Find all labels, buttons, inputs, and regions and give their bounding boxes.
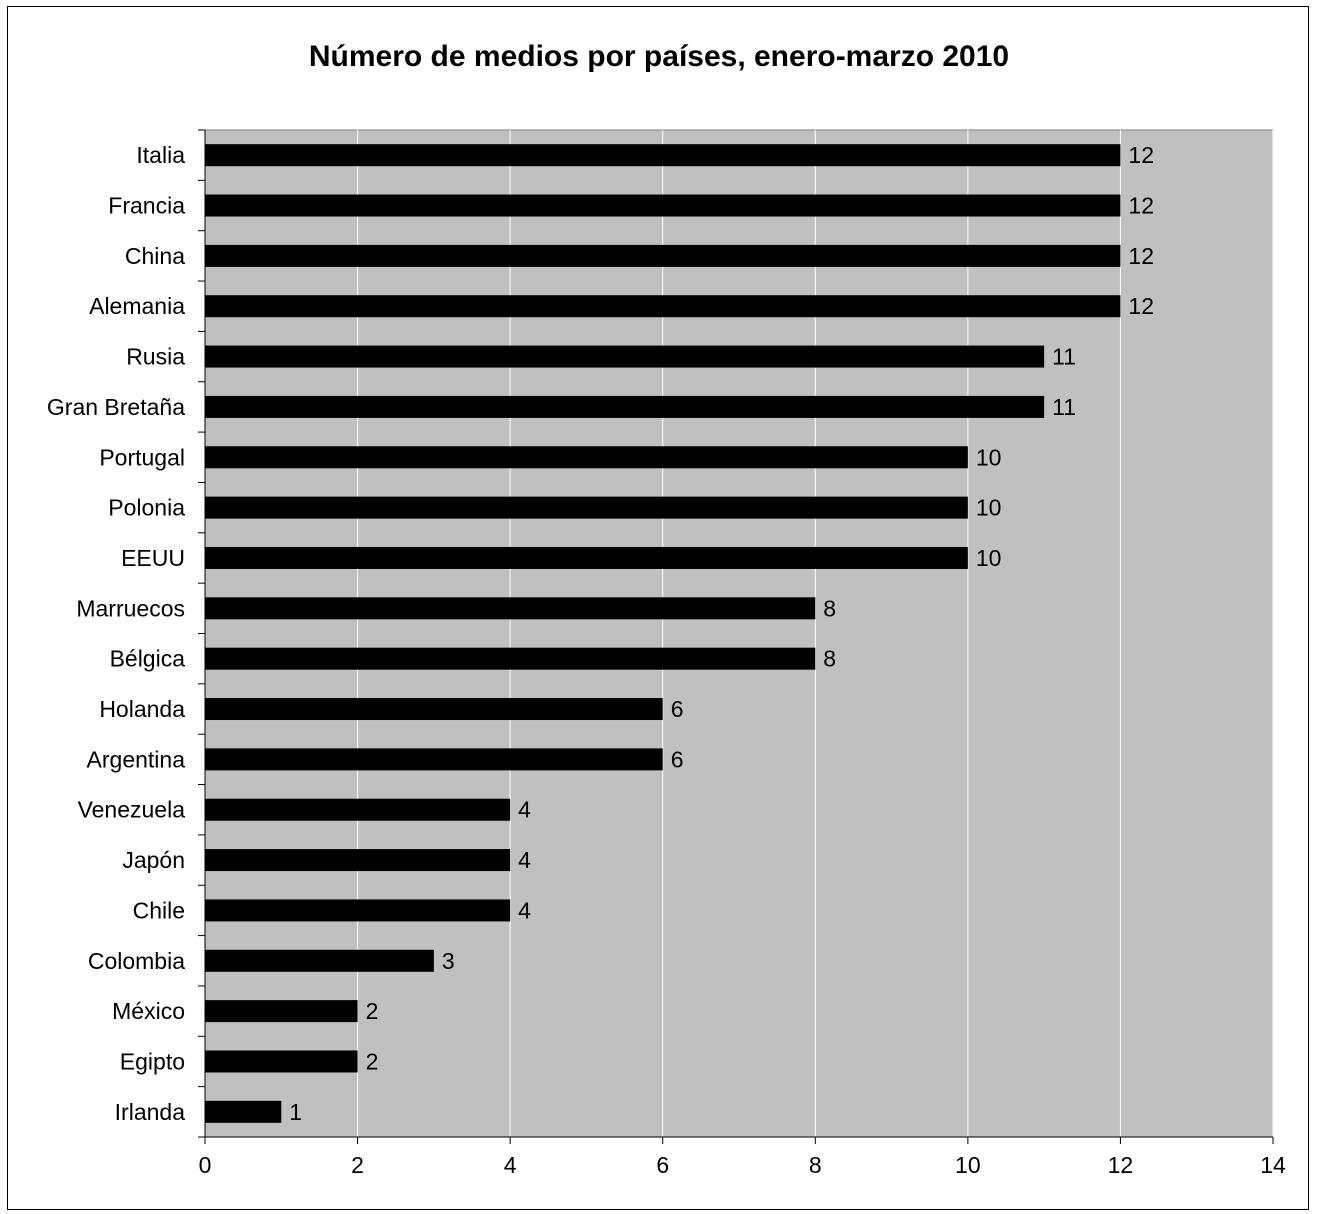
x-tick-label: 2 xyxy=(351,1152,364,1178)
bar xyxy=(205,295,1121,318)
bar xyxy=(205,546,968,569)
bar xyxy=(205,849,511,872)
x-tick-label: 0 xyxy=(199,1152,212,1178)
bar xyxy=(205,1050,358,1073)
category-label: Bélgica xyxy=(110,646,186,672)
category-label: Marruecos xyxy=(76,595,185,621)
category-label: Irlanda xyxy=(115,1099,186,1125)
plot-area xyxy=(204,129,1274,1138)
bar xyxy=(205,446,968,469)
bar xyxy=(205,395,1045,418)
x-tick-label: 4 xyxy=(504,1152,517,1178)
data-label: 12 xyxy=(1128,142,1154,168)
data-label: 4 xyxy=(518,847,531,873)
category-label: EEUU xyxy=(121,545,185,571)
data-label: 6 xyxy=(671,696,684,722)
bar xyxy=(205,798,511,821)
category-label: China xyxy=(125,243,185,269)
category-label: Japón xyxy=(122,847,185,873)
data-label: 1 xyxy=(289,1099,302,1125)
data-label: 3 xyxy=(442,948,455,974)
data-label: 4 xyxy=(518,797,531,823)
category-label: Francia xyxy=(108,193,185,219)
data-label: 12 xyxy=(1128,193,1154,219)
data-label: 2 xyxy=(366,998,379,1024)
data-label: 6 xyxy=(671,746,684,772)
bar xyxy=(205,496,968,519)
bar xyxy=(205,345,1045,368)
bar xyxy=(205,647,816,670)
data-label: 8 xyxy=(823,595,836,621)
category-label: México xyxy=(112,998,185,1024)
bar xyxy=(205,144,1121,167)
bar xyxy=(205,194,1121,217)
category-label: Portugal xyxy=(99,444,185,470)
category-label: Gran Bretaña xyxy=(47,394,185,420)
bar xyxy=(205,698,663,721)
category-label: Polonia xyxy=(108,495,185,521)
x-tick-label: 8 xyxy=(809,1152,822,1178)
bar xyxy=(205,748,663,771)
x-tick-label: 6 xyxy=(656,1152,669,1178)
category-label: Rusia xyxy=(126,344,185,370)
data-label: 11 xyxy=(1052,344,1076,370)
data-label: 12 xyxy=(1128,293,1154,319)
x-tick-label: 10 xyxy=(955,1152,981,1178)
bar xyxy=(205,949,434,972)
category-label: Venezuela xyxy=(78,797,186,823)
bar xyxy=(205,899,511,922)
bar xyxy=(205,597,816,620)
data-label: 11 xyxy=(1052,394,1076,420)
data-label: 12 xyxy=(1128,243,1154,269)
bar xyxy=(205,244,1121,267)
category-label: Alemania xyxy=(89,293,185,319)
category-label: Argentina xyxy=(87,746,186,772)
data-label: 10 xyxy=(976,444,1002,470)
data-label: 10 xyxy=(976,495,1002,521)
category-label: Egipto xyxy=(120,1048,185,1074)
x-tick-label: 14 xyxy=(1260,1152,1286,1178)
bar xyxy=(205,1000,358,1023)
data-label: 8 xyxy=(823,646,836,672)
data-label: 10 xyxy=(976,545,1002,571)
category-label: Colombia xyxy=(88,948,185,974)
data-label: 4 xyxy=(518,897,531,923)
chart-title: Número de medios por países, enero-marzo… xyxy=(308,40,1010,73)
category-label: Holanda xyxy=(99,696,185,722)
bar xyxy=(205,1100,282,1123)
category-label: Chile xyxy=(133,897,185,923)
x-tick-label: 12 xyxy=(1108,1152,1134,1178)
category-label: Italia xyxy=(136,142,185,168)
data-label: 2 xyxy=(366,1048,379,1074)
